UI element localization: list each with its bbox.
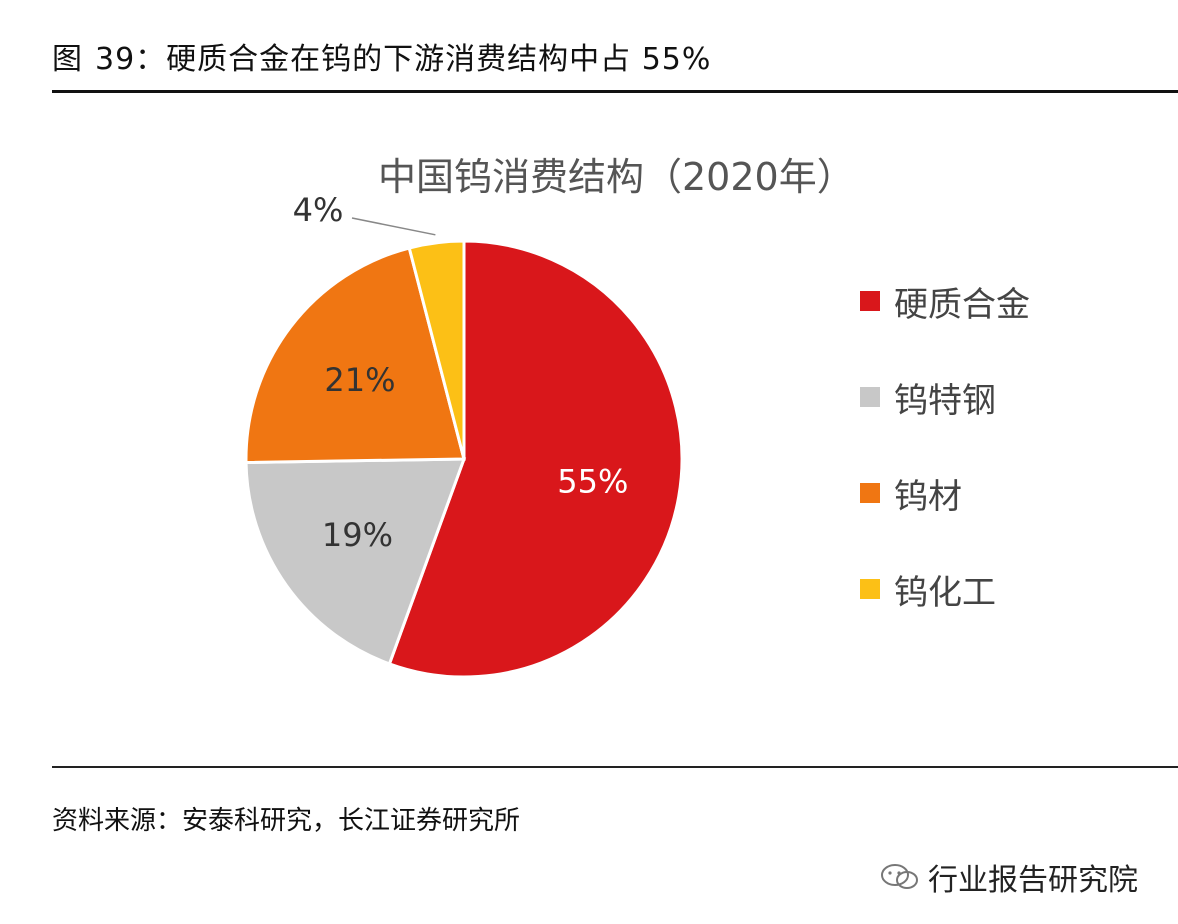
- slice-label: 4%: [293, 191, 344, 229]
- slice-label: 55%: [557, 463, 628, 501]
- source-note: 资料来源：安泰科研究，长江证券研究所: [52, 806, 521, 836]
- figure-header: 图 39：硬质合金在钨的下游消费结构中占 55%: [52, 34, 711, 78]
- legend-label: 钨材: [894, 476, 962, 517]
- legend: 硬质合金 钨特钢 钨材 钨化工: [860, 278, 1030, 662]
- legend-swatch: [860, 387, 880, 407]
- slice-tungsten-material: [244, 246, 466, 464]
- top-rule: [52, 90, 1178, 93]
- watermark-text: 行业报告研究院: [928, 863, 1138, 898]
- slice-tungsten-steel: [244, 457, 467, 666]
- slice-hard-alloy: [387, 239, 684, 679]
- legend-swatch: [860, 291, 880, 311]
- legend-item-tungsten-chemical: 钨化工: [860, 566, 1030, 613]
- leader-line: [351, 217, 436, 236]
- slice-label: 19%: [322, 516, 393, 554]
- legend-swatch: [860, 483, 880, 503]
- slice-tungsten-chemical: [407, 239, 466, 460]
- legend-item-tungsten-material: 钨材: [860, 470, 1030, 517]
- slice-label: 21%: [324, 361, 395, 399]
- legend-label: 硬质合金: [894, 284, 1030, 325]
- bottom-rule: [52, 766, 1178, 768]
- legend-item-tungsten-steel: 钨特钢: [860, 374, 1030, 421]
- legend-label: 钨化工: [894, 572, 996, 613]
- legend-swatch: [860, 579, 880, 599]
- wechat-icon: [881, 864, 918, 889]
- legend-item-hard-alloy: 硬质合金: [860, 278, 1030, 325]
- figure-caption: 39：硬质合金在钨的下游消费结构中占 55%: [95, 42, 712, 77]
- legend-label: 钨特钢: [894, 380, 996, 421]
- watermark: 行业报告研究院: [880, 855, 1138, 899]
- chart-title: 中国钨消费结构（2020年）: [378, 155, 855, 199]
- figure-label: 图: [52, 42, 83, 77]
